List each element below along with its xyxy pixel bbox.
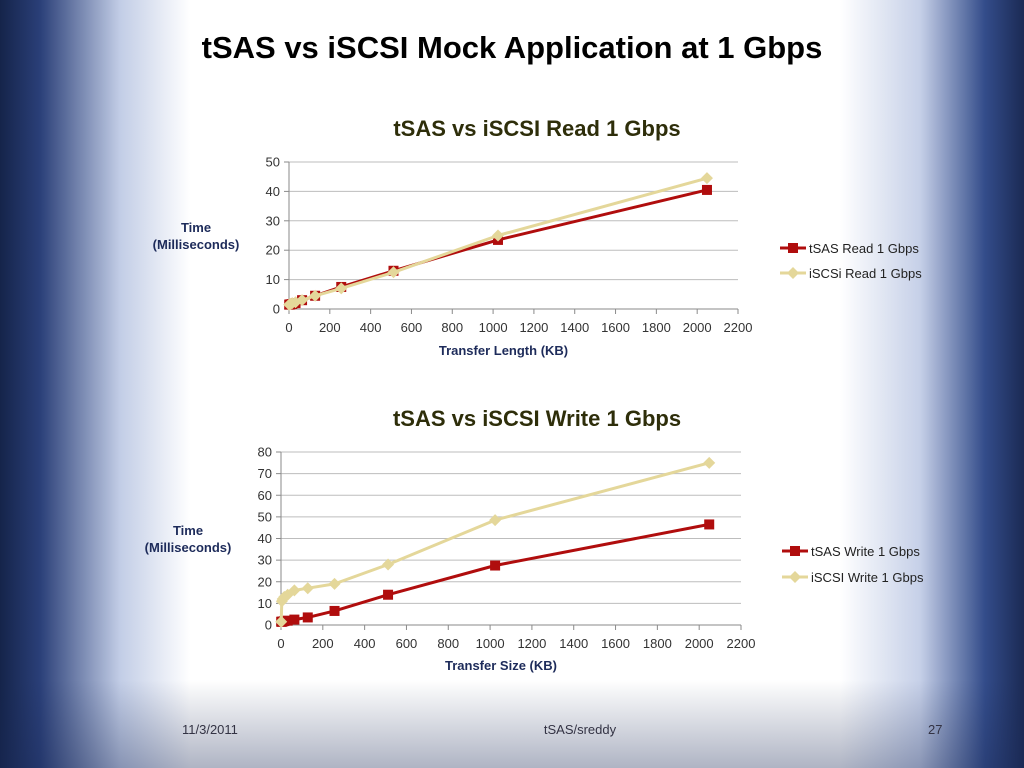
series-line-0: [280, 522, 710, 624]
y-tick-label: 40: [266, 184, 280, 199]
x-tick-label: 400: [354, 636, 376, 651]
legend-label: iSCSi Read 1 Gbps: [809, 266, 922, 281]
legend-marker: [789, 571, 801, 583]
data-point: [700, 172, 713, 185]
data-point: [701, 184, 712, 195]
write-chart-title: tSAS vs iSCSI Write 1 Gbps: [392, 406, 682, 431]
y-tick-label: 40: [258, 531, 272, 546]
data-point: [288, 584, 301, 597]
legend-marker: [790, 546, 800, 556]
data-point: [382, 558, 395, 571]
y-tick-label: 10: [258, 596, 272, 611]
legend-marker: [788, 243, 798, 253]
legend-label: tSAS Read 1 Gbps: [809, 241, 919, 256]
legend-label: iSCSI Write 1 Gbps: [811, 570, 924, 585]
data-point: [383, 589, 394, 600]
series-line-1: [279, 461, 710, 622]
x-tick-label: 2000: [685, 636, 714, 651]
y-tick-label: 0: [273, 302, 280, 317]
x-tick-label: 0: [285, 320, 292, 335]
x-axis-label: Transfer Length (KB): [439, 343, 568, 358]
x-tick-label: 1800: [642, 320, 671, 335]
data-point: [282, 615, 293, 626]
x-tick-label: 1000: [476, 636, 505, 651]
y-tick-label: 50: [266, 155, 280, 170]
y-tick-label: 70: [258, 466, 272, 481]
y-tick-label: 80: [258, 445, 272, 460]
data-point: [275, 615, 288, 628]
y-tick-label: 20: [266, 243, 280, 258]
x-axis-label: Transfer Size (KB): [445, 658, 557, 673]
x-tick-label: 400: [360, 320, 382, 335]
chart-0: 0 10 20 30 40 50 0 200 400 600 800 1000 1200 1400 1600…: [153, 155, 923, 359]
footer-page: 27: [928, 722, 943, 737]
footer-date: 11/3/2011: [182, 722, 238, 737]
data-point: [489, 514, 502, 527]
y-tick-label: 50: [258, 509, 272, 524]
x-tick-label: 1400: [559, 636, 588, 651]
data-point: [491, 229, 504, 242]
x-tick-label: 2000: [683, 320, 712, 335]
data-point: [289, 614, 300, 625]
y-tick-label: 20: [258, 574, 272, 589]
legend-marker: [787, 267, 799, 279]
data-point: [490, 560, 501, 571]
data-point: [329, 605, 340, 616]
data-point: [328, 577, 341, 590]
x-tick-label: 1600: [601, 320, 630, 335]
data-point: [703, 456, 716, 469]
data-point: [296, 294, 309, 307]
footer-center: tSAS/sreddy: [543, 722, 617, 737]
x-tick-label: 2200: [727, 636, 756, 651]
slide-title: tSAS vs iSCSI Mock Application at 1 Gbps: [201, 30, 823, 65]
data-point: [704, 519, 715, 530]
y-tick-label: 0: [265, 618, 272, 633]
x-tick-label: 600: [396, 636, 418, 651]
x-tick-label: 1800: [643, 636, 672, 651]
y-tick-label: 30: [266, 213, 280, 228]
series-line-0: [288, 188, 708, 307]
x-tick-label: 1200: [517, 636, 546, 651]
x-tick-label: 600: [401, 320, 423, 335]
y-axis-label: (Milliseconds): [153, 237, 240, 252]
x-tick-label: 800: [437, 636, 459, 651]
data-point: [309, 289, 322, 302]
x-tick-label: 200: [312, 636, 334, 651]
x-tick-label: 1400: [560, 320, 589, 335]
y-axis-label: (Milliseconds): [145, 540, 232, 555]
y-tick-label: 60: [258, 488, 272, 503]
data-point: [301, 582, 314, 595]
read-chart-title: tSAS vs iSCSI Read 1 Gbps: [393, 116, 681, 141]
data-point: [302, 612, 313, 623]
y-tick-label: 30: [258, 553, 272, 568]
x-tick-label: 1000: [479, 320, 508, 335]
x-tick-label: 1200: [519, 320, 548, 335]
x-tick-label: 1600: [601, 636, 630, 651]
y-axis-label: Time: [181, 220, 211, 235]
y-axis-label: Time: [173, 523, 203, 538]
x-tick-label: 800: [441, 320, 463, 335]
x-tick-label: 200: [319, 320, 341, 335]
data-point: [335, 282, 348, 295]
legend-label: tSAS Write 1 Gbps: [811, 544, 920, 559]
y-tick-label: 10: [266, 272, 280, 287]
data-point: [387, 266, 400, 279]
x-tick-label: 0: [277, 636, 284, 651]
x-tick-label: 2200: [724, 320, 753, 335]
